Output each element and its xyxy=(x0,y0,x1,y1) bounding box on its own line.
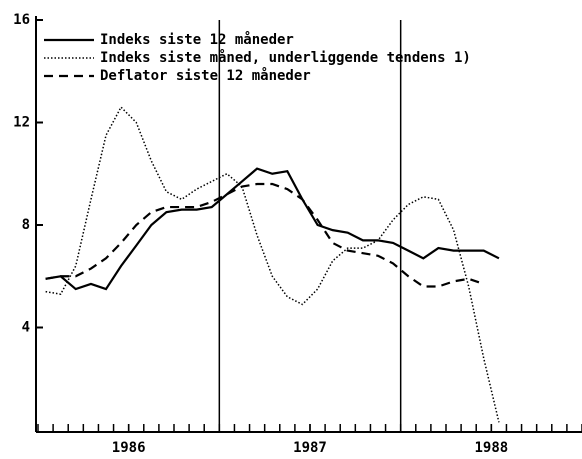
series-line xyxy=(45,167,500,291)
x-tick-label: 1988 xyxy=(474,440,508,456)
series-line xyxy=(45,182,485,288)
y-tick-label: 12 xyxy=(13,115,30,131)
x-tick-label: 1987 xyxy=(293,440,327,456)
legend-label: Indeks siste 12 måneder xyxy=(100,31,294,48)
legend-label: Deflator siste 12 måneder xyxy=(100,67,311,84)
y-tick-label: 16 xyxy=(13,12,30,28)
y-tick-label: 8 xyxy=(22,217,30,233)
y-tick-label: 4 xyxy=(22,320,30,336)
legend-label: Indeks siste måned, underliggende tenden… xyxy=(100,49,471,66)
x-tick-label: 1986 xyxy=(112,440,146,456)
series-line xyxy=(45,105,500,423)
